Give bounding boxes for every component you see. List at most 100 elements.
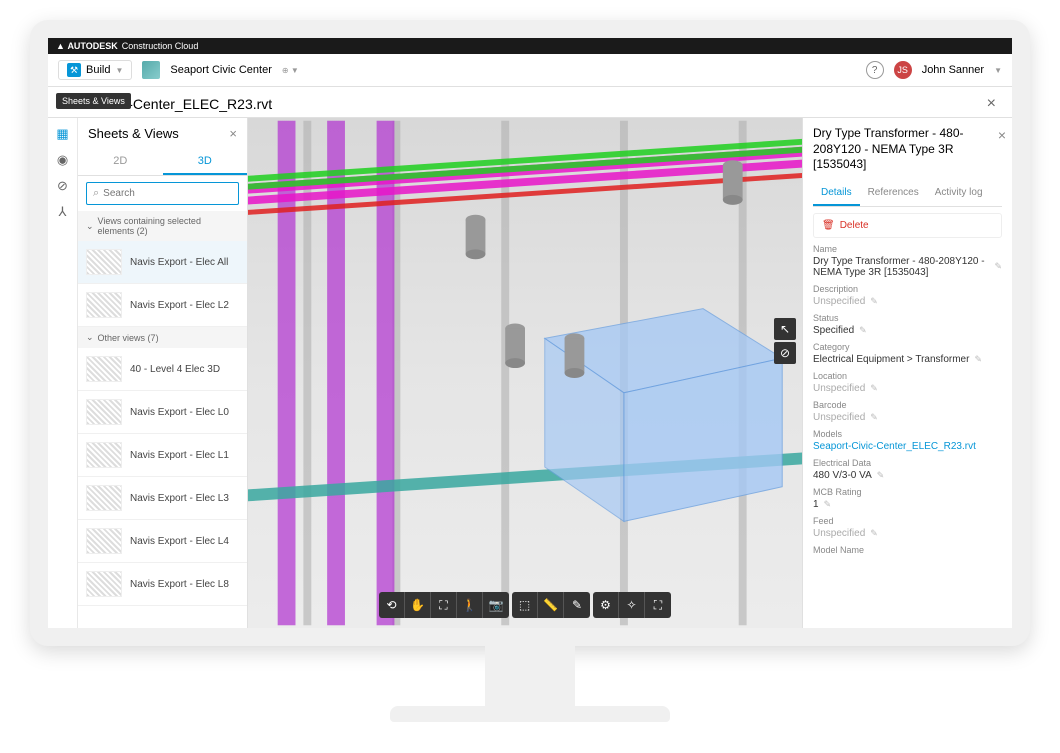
check-icon[interactable]: ⊘: [55, 178, 71, 194]
tree-icon[interactable]: ⅄: [55, 204, 71, 220]
user-name[interactable]: John Sanner: [922, 64, 984, 76]
delete-button[interactable]: 🗑 Delete: [813, 213, 1002, 238]
view-thumb: [86, 249, 122, 275]
edit-icon[interactable]: ✎: [877, 470, 885, 481]
edit-icon[interactable]: ✎: [994, 261, 1002, 272]
close-icon[interactable]: ×: [981, 95, 1002, 113]
views-list: Navis Export - Elec All Navis Export - E…: [78, 241, 247, 628]
edit-icon[interactable]: ✎: [870, 296, 878, 307]
help-icon[interactable]: ?: [866, 61, 884, 79]
edit-icon[interactable]: ✎: [824, 499, 832, 510]
field-label: Status: [813, 313, 1002, 323]
cursor-tool-icon[interactable]: ↖: [774, 318, 796, 340]
tab-2d[interactable]: 2D: [78, 149, 163, 175]
field-value: Seaport-Civic-Center_ELEC_R23.rvt: [813, 441, 1002, 452]
settings-icon[interactable]: ⚙: [593, 592, 619, 618]
view-thumb: [86, 528, 122, 554]
group-other-header[interactable]: ⌄Other views (7): [78, 327, 247, 348]
trash-icon: 🗑: [822, 220, 835, 231]
orbit-icon[interactable]: ⟲: [379, 592, 405, 618]
measure-icon[interactable]: 📏: [538, 592, 564, 618]
project-icon: [142, 61, 160, 79]
field-value: Unspecified✎: [813, 296, 1002, 307]
sheets-views-badge: Sheets & Views: [56, 93, 131, 109]
build-dropdown[interactable]: ⚒ Build ▼: [58, 60, 132, 80]
left-toolbar: ▦ ◉ ⊘ ⅄: [48, 118, 78, 628]
tab-3d[interactable]: 3D: [163, 149, 248, 175]
build-icon: ⚒: [67, 63, 81, 77]
user-dropdown-icon[interactable]: ▼: [994, 66, 1002, 75]
details-tab-activity[interactable]: Activity log: [927, 181, 991, 206]
pan-icon[interactable]: ✋: [405, 592, 431, 618]
title-bar: Sheets & Views ivic-Center_ELEC_R23.rvt …: [48, 87, 1012, 118]
view-thumb: [86, 442, 122, 468]
view-item[interactable]: Navis Export - Elec L3: [78, 477, 247, 520]
field-label: Barcode: [813, 400, 1002, 410]
view-item[interactable]: Navis Export - Elec L4: [78, 520, 247, 563]
field-label: Model Name: [813, 545, 1002, 555]
field-value: 1✎: [813, 499, 1002, 510]
edit-icon[interactable]: ✎: [870, 528, 878, 539]
view-item[interactable]: 40 - Level 4 Elec 3D: [78, 348, 247, 391]
field-value: Specified✎: [813, 325, 1002, 336]
details-close-icon[interactable]: ×: [998, 126, 1006, 144]
field-label: Electrical Data: [813, 458, 1002, 468]
model-viewport[interactable]: ↖ ⊘ ⟲ ✋ ⛶ 🚶 📷 ⬚ 📏 ✎ ⚙ ✧ ⛶: [248, 118, 802, 628]
panel-close-icon[interactable]: ×: [229, 126, 237, 141]
sheets-panel: Sheets & Views × 2D 3D ⌕ ⌄ Views contain…: [78, 118, 248, 628]
view-item[interactable]: Navis Export - Elec All: [78, 241, 247, 284]
view-thumb: [86, 356, 122, 382]
brand-bar: ▲ AUTODESK Construction Cloud: [48, 38, 1012, 54]
view-thumb: [86, 399, 122, 425]
sheets-tool-icon[interactable]: ▦: [55, 126, 71, 142]
field-value: Unspecified✎: [813, 412, 1002, 423]
field-label: Models: [813, 429, 1002, 439]
avatar[interactable]: JS: [894, 61, 912, 79]
brand-company: AUTODESK: [67, 41, 117, 51]
orbit-tool-icon[interactable]: ⊘: [774, 342, 796, 364]
field-label: Feed: [813, 516, 1002, 526]
cube-icon[interactable]: ⬚: [512, 592, 538, 618]
camera-icon[interactable]: 📷: [483, 592, 509, 618]
build-label: Build: [86, 64, 110, 76]
view-item[interactable]: Navis Export - Elec L0: [78, 391, 247, 434]
header-bar: ⚒ Build ▼ Seaport Civic Center ⊕ ▼ ? JS …: [48, 54, 1012, 87]
details-tab-references[interactable]: References: [860, 181, 927, 206]
field-value: Dry Type Transformer - 480-208Y120 - NEM…: [813, 256, 1002, 278]
globe-icon[interactable]: ◉: [55, 152, 71, 168]
edit-icon[interactable]: ✎: [870, 383, 878, 394]
chevron-down-icon: ⌄: [86, 221, 94, 232]
details-tab-details[interactable]: Details: [813, 181, 860, 206]
fullscreen-icon[interactable]: ⛶: [645, 592, 671, 618]
viewport-side-tools: ↖ ⊘: [774, 318, 796, 364]
viewport-svg: [248, 118, 802, 628]
fit-icon[interactable]: ⛶: [431, 592, 457, 618]
viewport-bottom-toolbar: ⟲ ✋ ⛶ 🚶 📷 ⬚ 📏 ✎ ⚙ ✧ ⛶: [379, 592, 671, 618]
view-thumb: [86, 485, 122, 511]
file-title: ivic-Center_ELEC_R23.rvt: [108, 96, 272, 112]
group-selected-header[interactable]: ⌄ Views containing selected elements (2): [78, 211, 247, 241]
view-item[interactable]: Navis Export - Elec L8: [78, 563, 247, 606]
project-dropdown-icon[interactable]: ⊕ ▼: [282, 66, 299, 75]
field-value: Unspecified✎: [813, 383, 1002, 394]
explode-icon[interactable]: ✧: [619, 592, 645, 618]
field-label: MCB Rating: [813, 487, 1002, 497]
markup-icon[interactable]: ✎: [564, 592, 590, 618]
field-label: Location: [813, 371, 1002, 381]
search-input-wrap[interactable]: ⌕: [86, 182, 239, 205]
field-value: 480 V/3-0 VA✎: [813, 470, 1002, 481]
field-value: Electrical Equipment > Transformer✎: [813, 354, 1002, 365]
view-item[interactable]: Navis Export - Elec L2: [78, 284, 247, 327]
view-thumb: [86, 571, 122, 597]
edit-icon[interactable]: ✎: [870, 412, 878, 423]
view-item[interactable]: Navis Export - Elec L1: [78, 434, 247, 477]
walk-icon[interactable]: 🚶: [457, 592, 483, 618]
project-name[interactable]: Seaport Civic Center: [170, 64, 272, 76]
brand-product: Construction Cloud: [122, 41, 199, 51]
view-thumb: [86, 292, 122, 318]
edit-icon[interactable]: ✎: [974, 354, 982, 365]
search-input[interactable]: [103, 188, 235, 199]
sheets-title: Sheets & Views: [88, 126, 179, 141]
field-value: Unspecified✎: [813, 528, 1002, 539]
edit-icon[interactable]: ✎: [859, 325, 867, 336]
